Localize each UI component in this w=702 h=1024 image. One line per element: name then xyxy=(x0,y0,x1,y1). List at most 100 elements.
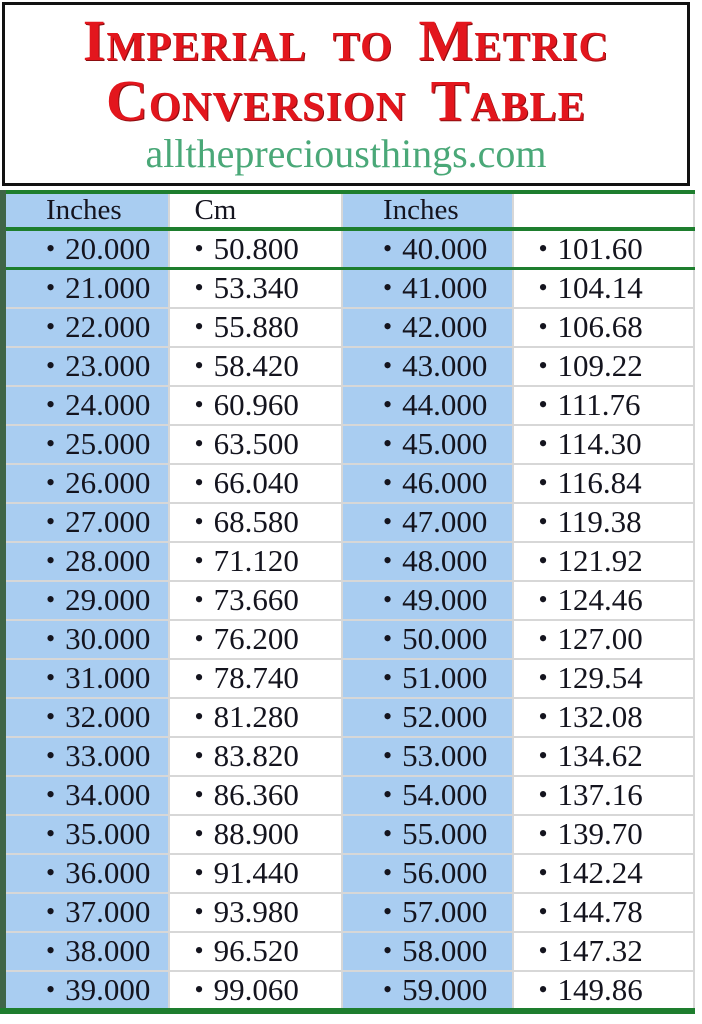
bullet-icon: • xyxy=(194,390,204,419)
cell-value: 147.32 xyxy=(557,933,643,968)
cell-value: 27.000 xyxy=(65,504,151,539)
bullet-icon: • xyxy=(194,546,204,575)
bullet-icon: • xyxy=(538,974,548,1004)
cell-cm-right: • 106.68 xyxy=(513,307,695,348)
bullet-icon: • xyxy=(538,546,548,575)
table-row: • 39.000 • 99.060 • 59.000 • 149.86 xyxy=(3,970,695,1011)
cell-inches-left: • 27.000 xyxy=(3,502,171,543)
bullet-icon: • xyxy=(46,741,56,770)
table-header-row: Inches Cm Inches xyxy=(3,192,695,231)
cell-value: 54.000 xyxy=(402,777,488,812)
cell-value: 31.000 xyxy=(65,660,151,695)
cell-cm-right: • 144.78 xyxy=(513,892,695,933)
cell-inches-right: • 53.000 xyxy=(341,736,515,777)
cell-value: 124.46 xyxy=(557,582,643,617)
bullet-icon: • xyxy=(46,273,56,303)
cell-value: 45.000 xyxy=(402,426,488,461)
table-row: • 31.000 • 78.740 • 51.000 • 129.54 xyxy=(3,658,695,699)
cell-cm-left: • 58.420 xyxy=(169,346,343,387)
cell-value: 78.740 xyxy=(213,660,299,695)
cell-inches-left: • 30.000 xyxy=(3,619,171,660)
cell-value: 101.60 xyxy=(557,231,643,266)
cell-value: 40.000 xyxy=(402,231,488,266)
cell-value: 34.000 xyxy=(65,777,151,812)
cell-inches-right: • 58.000 xyxy=(341,931,515,972)
conversion-table: Inches Cm Inches • 20.000 • 50.800 • 40.000 • 1… xyxy=(0,190,695,1014)
bullet-icon: • xyxy=(538,585,548,614)
bullet-icon: • xyxy=(382,507,393,536)
page-title-line-2: Conversion Table xyxy=(106,68,586,133)
bullet-icon: • xyxy=(382,585,393,614)
bullet-icon: • xyxy=(382,390,393,419)
table-row: • 32.000 • 81.280 • 52.000 • 132.08 xyxy=(3,697,695,738)
cell-cm-right: • 134.62 xyxy=(513,736,695,777)
cell-inches-right: • 46.000 xyxy=(341,463,515,504)
bullet-icon: • xyxy=(46,780,56,809)
cell-value: 30.000 xyxy=(65,621,151,656)
cell-cm-left: • 91.440 xyxy=(169,853,343,894)
cell-cm-left: • 55.880 xyxy=(169,307,343,348)
cell-value: 68.580 xyxy=(213,504,299,539)
bullet-icon: • xyxy=(382,741,393,770)
cell-value: 36.000 xyxy=(65,855,151,890)
cell-inches-right: • 57.000 xyxy=(341,892,515,933)
cell-value: 149.86 xyxy=(557,971,643,1007)
cell-value: 88.900 xyxy=(213,816,299,851)
cell-value: 39.000 xyxy=(65,971,151,1007)
cell-cm-right: • 142.24 xyxy=(513,853,695,894)
cell-inches-right: • 52.000 xyxy=(341,697,515,738)
cell-value: 137.16 xyxy=(557,777,643,812)
bullet-icon: • xyxy=(382,468,393,497)
table-row: • 27.000 • 68.580 • 47.000 • 119.38 xyxy=(3,502,695,543)
table-row: • 38.000 • 96.520 • 58.000 • 147.32 xyxy=(3,931,695,972)
cell-value: 42.000 xyxy=(402,309,488,344)
cell-inches-left: • 23.000 xyxy=(3,346,171,387)
bullet-icon: • xyxy=(46,351,56,380)
table-row: • 25.000 • 63.500 • 45.000 • 114.30 xyxy=(3,424,695,465)
cell-value: 55.880 xyxy=(213,309,299,344)
cell-inches-left: • 31.000 xyxy=(3,658,171,699)
bullet-icon: • xyxy=(538,234,548,263)
table-row: • 37.000 • 93.980 • 57.000 • 144.78 xyxy=(3,892,695,933)
column-header-inches-right: Inches xyxy=(341,192,515,231)
cell-cm-right: • 101.60 xyxy=(513,229,695,270)
table-row: • 28.000 • 71.120 • 48.000 • 121.92 xyxy=(3,541,695,582)
bullet-icon: • xyxy=(46,663,56,692)
cell-value: 53.000 xyxy=(402,738,488,773)
cell-inches-left: • 32.000 xyxy=(3,697,171,738)
cell-value: 28.000 xyxy=(65,543,151,578)
cell-cm-right: • 116.84 xyxy=(513,463,695,504)
cell-value: 116.84 xyxy=(557,465,642,500)
bullet-icon: • xyxy=(194,663,204,692)
cell-cm-right: • 119.38 xyxy=(513,502,695,543)
bullet-icon: • xyxy=(46,585,56,614)
cell-value: 53.340 xyxy=(213,270,299,306)
cell-cm-right: • 127.00 xyxy=(513,619,695,660)
bullet-icon: • xyxy=(46,429,56,458)
cell-value: 20.000 xyxy=(65,231,151,266)
cell-value: 35.000 xyxy=(65,816,151,851)
cell-inches-left: • 34.000 xyxy=(3,775,171,816)
table-row: • 26.000 • 66.040 • 46.000 • 116.84 xyxy=(3,463,695,504)
cell-cm-left: • 81.280 xyxy=(169,697,343,738)
table-row: • 33.000 • 83.820 • 53.000 • 134.62 xyxy=(3,736,695,777)
cell-inches-right: • 51.000 xyxy=(341,658,515,699)
bullet-icon: • xyxy=(538,780,548,809)
cell-cm-right: • 132.08 xyxy=(513,697,695,738)
cell-inches-right: • 49.000 xyxy=(341,580,515,621)
cell-cm-right: • 111.76 xyxy=(513,385,695,426)
column-header-cm-right xyxy=(513,192,695,231)
cell-value: 134.62 xyxy=(557,738,643,773)
table-row: • 23.000 • 58.420 • 43.000 • 109.22 xyxy=(3,346,695,387)
bullet-icon: • xyxy=(46,936,56,965)
cell-value: 76.200 xyxy=(213,621,299,656)
cell-value: 60.960 xyxy=(213,387,299,422)
bullet-icon: • xyxy=(382,897,393,926)
bullet-icon: • xyxy=(382,546,393,575)
cell-cm-left: • 71.120 xyxy=(169,541,343,582)
cell-cm-left: • 73.660 xyxy=(169,580,343,621)
cell-value: 139.70 xyxy=(557,816,643,851)
website-url: allthepreciousthings.com xyxy=(145,131,547,176)
cell-value: 86.360 xyxy=(213,777,299,812)
cell-value: 129.54 xyxy=(557,660,643,695)
